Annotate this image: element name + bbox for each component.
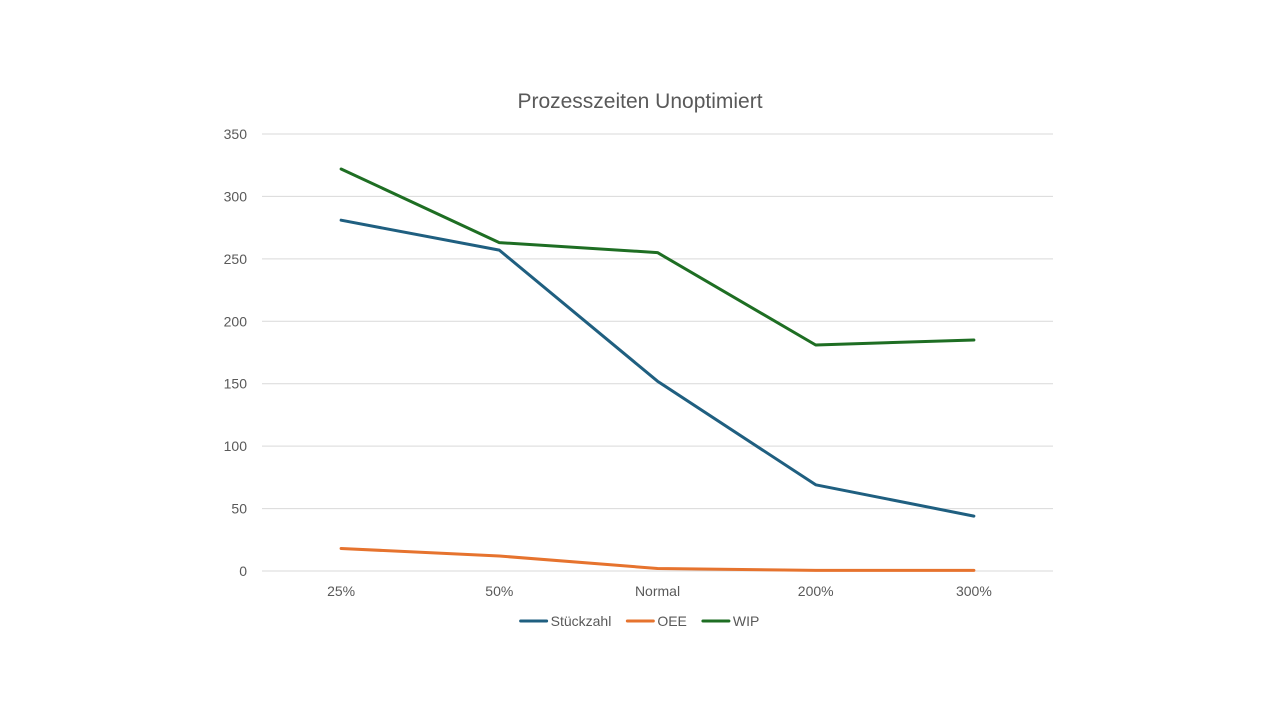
y-tick-label: 300 (224, 188, 248, 204)
x-tick-label: 25% (327, 583, 355, 599)
series-line-wip (339, 167, 976, 347)
chart-title: Prozesszeiten Unoptimiert (517, 90, 762, 113)
y-tick-label: 350 (224, 126, 248, 142)
series-lines (339, 167, 976, 572)
legend-item: WIP (701, 613, 759, 629)
y-axis-ticks: 0 50 100 150 200 250 300 350 (224, 126, 248, 579)
y-tick-label: 200 (224, 313, 248, 329)
y-tick-label: 250 (224, 251, 248, 267)
x-tick-label: 50% (485, 583, 513, 599)
y-tick-label: 50 (231, 501, 247, 517)
series-line-st-ckzahl (339, 218, 976, 518)
legend-item: OEE (625, 613, 687, 629)
y-tick-label: 150 (224, 376, 248, 392)
y-tick-label: 100 (224, 438, 248, 454)
series-line-oee (339, 547, 976, 572)
legend: Stückzahl OEE WIP (519, 613, 759, 629)
x-tick-label: 200% (798, 583, 834, 599)
legend-label: WIP (733, 613, 759, 629)
legend-item: Stückzahl (519, 613, 612, 629)
x-tick-label: Normal (635, 583, 680, 599)
x-axis-ticks: 25% 50% Normal 200% 300% (327, 583, 992, 599)
legend-label: Stückzahl (551, 613, 612, 629)
legend-label: OEE (657, 613, 687, 629)
x-tick-label: 300% (956, 583, 992, 599)
gridlines (262, 133, 1053, 572)
y-tick-label: 0 (239, 563, 247, 579)
